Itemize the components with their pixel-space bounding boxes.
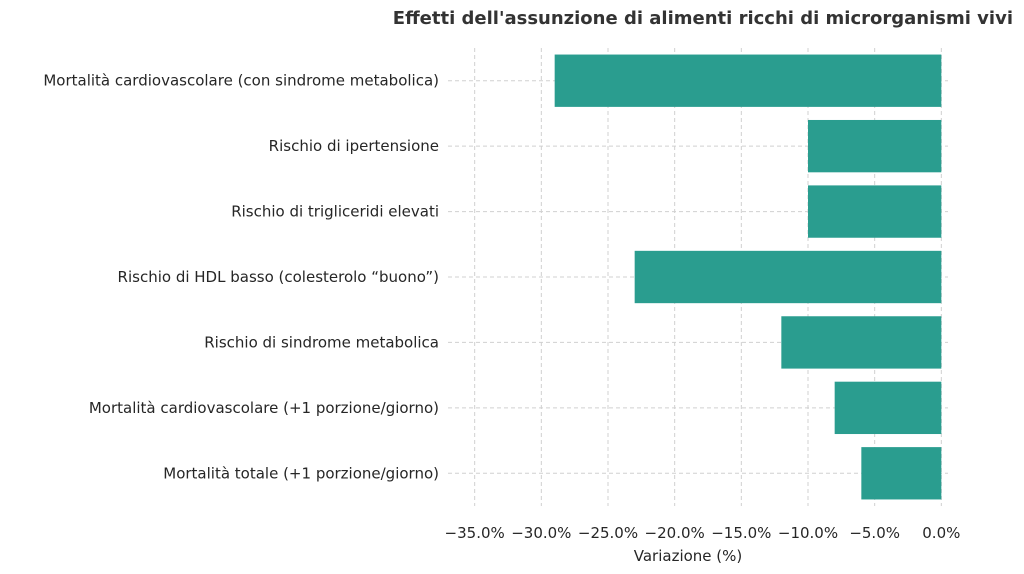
x-tick-label: −25.0% (578, 524, 638, 542)
x-tick-label: 0.0% (922, 524, 960, 542)
bar (634, 250, 942, 304)
bars-layer (554, 54, 942, 500)
category-label: Rischio di HDL basso (colesterolo “buono… (118, 268, 439, 286)
category-labels: Mortalità cardiovascolare (con sindrome … (43, 72, 439, 483)
bar (861, 447, 942, 500)
x-tick-label: −5.0% (849, 524, 900, 542)
bar (808, 185, 942, 238)
x-tick-label: −30.0% (511, 524, 571, 542)
category-label: Mortalità cardiovascolare (+1 porzione/g… (89, 399, 439, 417)
x-tick-label: −10.0% (778, 524, 838, 542)
category-label: Mortalità totale (+1 porzione/giorno) (163, 464, 439, 482)
bar (554, 54, 942, 107)
category-label: Rischio di trigliceridi elevati (231, 203, 439, 221)
bar (808, 119, 942, 173)
x-axis-label: Variazione (%) (634, 547, 743, 565)
bar (834, 381, 942, 435)
bar (781, 316, 942, 369)
chart-title: Effetti dell'assunzione di alimenti ricc… (393, 8, 1013, 29)
category-label: Rischio di sindrome metabolica (204, 333, 439, 351)
x-tick-label: −15.0% (711, 524, 771, 542)
category-label: Rischio di ipertensione (269, 137, 439, 155)
x-tick-label: −20.0% (645, 524, 705, 542)
x-tick-label: −35.0% (445, 524, 505, 542)
x-tick-labels: −35.0% −30.0% −25.0% −20.0% −15.0% −10.0% −5.0… (445, 524, 961, 542)
category-label: Mortalità cardiovascolare (con sindrome … (43, 72, 439, 90)
